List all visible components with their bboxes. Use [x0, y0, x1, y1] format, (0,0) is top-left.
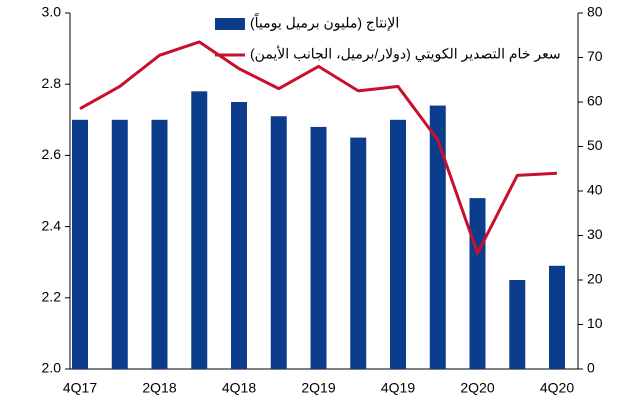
bar — [111, 119, 128, 369]
bar — [429, 105, 446, 369]
bar — [270, 116, 287, 370]
y2-tick-label: 0 — [587, 360, 595, 376]
y2-tick-label: 20 — [587, 271, 603, 287]
x-tick-label: 2Q19 — [301, 380, 335, 396]
y-tick-label: 2.2 — [42, 289, 62, 305]
bar — [191, 91, 208, 369]
y-tick-label: 2.6 — [42, 146, 62, 162]
bar — [509, 280, 526, 369]
legend-swatch — [215, 18, 245, 30]
x-tick-label: 2Q18 — [142, 380, 176, 396]
x-tick-label: 2Q20 — [460, 380, 494, 396]
y2-tick-label: 10 — [587, 315, 603, 331]
line — [79, 40, 558, 255]
y2-tick-label: 80 — [587, 4, 603, 20]
bar — [549, 265, 565, 369]
y-tick-label: 2.0 — [42, 360, 62, 376]
x-tick-label: 4Q17 — [63, 380, 97, 396]
y-tick-label: 2.8 — [42, 75, 62, 91]
bar — [310, 126, 327, 369]
y2-tick-label: 60 — [587, 93, 603, 109]
bar — [469, 198, 486, 369]
y2-tick-label: 70 — [587, 48, 603, 64]
bar — [231, 102, 247, 369]
legend-label: سعر خام التصدير الكويتي (دولار/برميل، ال… — [250, 45, 561, 63]
legend-label: الإنتاج (مليون برميل يومياً) — [250, 13, 399, 32]
x-tick-label: 4Q19 — [381, 380, 415, 396]
bar — [151, 119, 168, 369]
bar — [390, 119, 406, 369]
y2-tick-label: 30 — [587, 226, 603, 242]
x-tick-label: 4Q18 — [222, 380, 256, 396]
bar — [72, 119, 88, 369]
x-tick-label: 4Q20 — [540, 380, 574, 396]
bar — [350, 137, 367, 369]
y2-tick-label: 40 — [587, 182, 603, 198]
y-tick-label: 3.0 — [42, 4, 62, 20]
y2-tick-label: 50 — [587, 137, 603, 153]
y-tick-label: 2.4 — [42, 217, 62, 233]
